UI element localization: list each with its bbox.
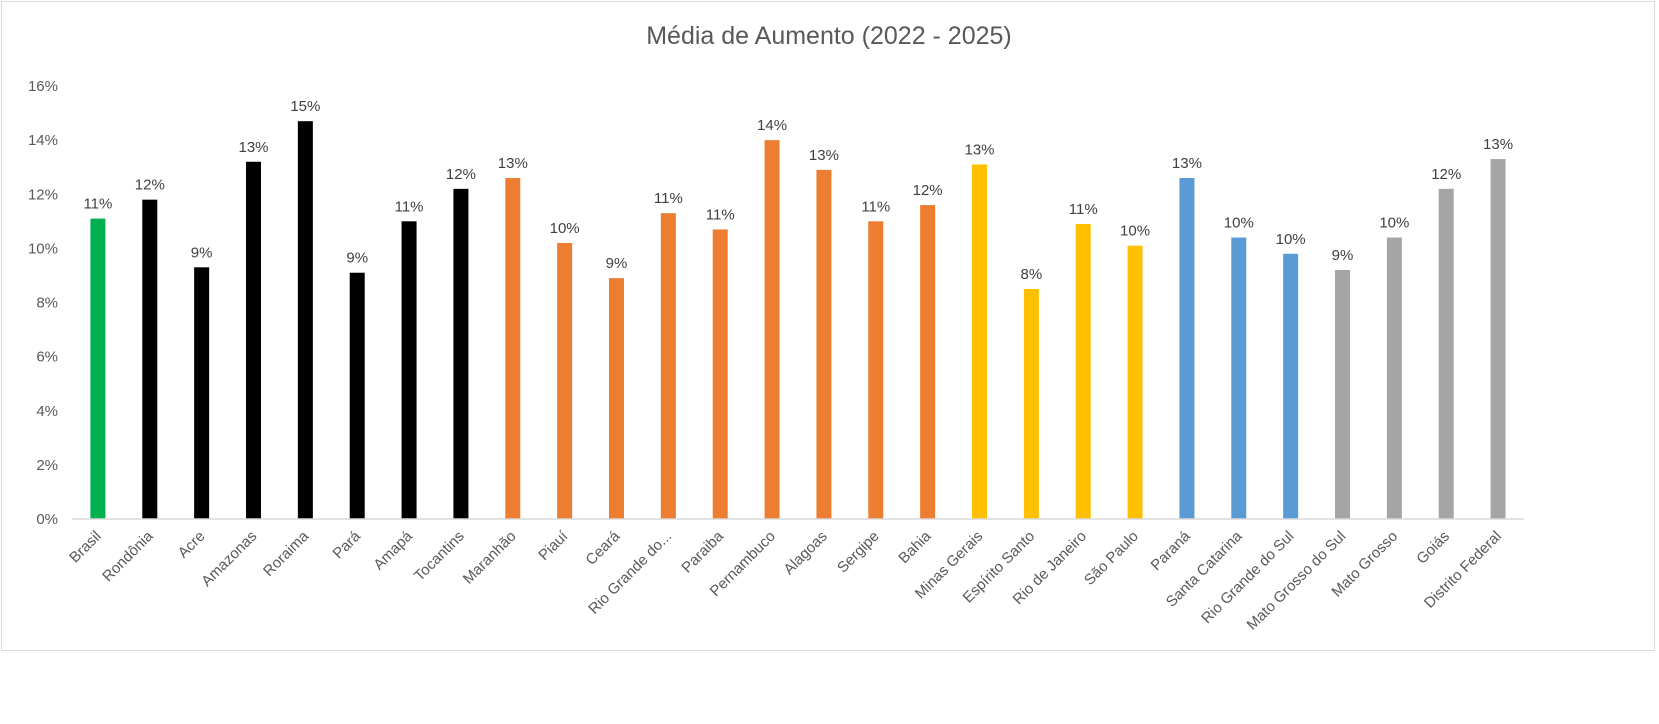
bar bbox=[505, 178, 521, 519]
category-label: Amapá bbox=[370, 527, 416, 573]
bar bbox=[660, 213, 676, 519]
data-label: 12% bbox=[135, 177, 165, 194]
category-label: Alagoas bbox=[780, 528, 830, 578]
chart-frame: Média de Aumento (2022 - 2025) 0% 2% 4% 6% 8… bbox=[1, 1, 1655, 651]
bar bbox=[1490, 159, 1506, 519]
data-label: 12% bbox=[446, 166, 476, 183]
chart-title: Média de Aumento (2022 - 2025) bbox=[646, 22, 1012, 50]
bar bbox=[453, 188, 469, 519]
category-label: Amazonas bbox=[198, 528, 260, 590]
bar bbox=[1023, 288, 1039, 519]
category-label: Rio Grande do Sul bbox=[1198, 528, 1297, 627]
data-label: 11% bbox=[83, 196, 112, 213]
data-label: 15% bbox=[290, 98, 320, 115]
data-label: 8% bbox=[1021, 266, 1043, 283]
category-label: Roraima bbox=[260, 527, 313, 580]
bar bbox=[1127, 245, 1143, 519]
category-label: São Paulo bbox=[1081, 528, 1142, 589]
data-label: 10% bbox=[550, 220, 580, 237]
bar-chart: Média de Aumento (2022 - 2025) 0% 2% 4% 6% 8… bbox=[28, 22, 1524, 634]
bar bbox=[1075, 224, 1091, 520]
y-tick-label: 16% bbox=[28, 78, 58, 95]
data-label: 14% bbox=[757, 117, 787, 134]
data-label: 13% bbox=[1483, 136, 1513, 153]
bar bbox=[90, 218, 106, 519]
y-tick-label: 6% bbox=[36, 349, 58, 366]
category-label: Ceará bbox=[582, 527, 623, 568]
y-tick-label: 0% bbox=[36, 511, 58, 528]
bar bbox=[1179, 178, 1195, 519]
data-label: 10% bbox=[1224, 215, 1254, 232]
data-label: 13% bbox=[964, 141, 994, 158]
data-label: 12% bbox=[1431, 166, 1461, 183]
bar bbox=[764, 140, 780, 519]
bar bbox=[816, 169, 832, 520]
y-tick-label: 12% bbox=[28, 186, 58, 203]
category-label: Pará bbox=[330, 527, 365, 562]
category-label: Piauí bbox=[535, 527, 572, 564]
data-label: 13% bbox=[238, 139, 268, 156]
category-label: Rondônia bbox=[99, 527, 157, 585]
y-tick-label: 2% bbox=[36, 457, 58, 474]
category-label: Acre bbox=[175, 528, 209, 562]
bar bbox=[1231, 237, 1247, 520]
bar bbox=[246, 161, 261, 519]
bar bbox=[920, 205, 936, 519]
category-label: Sergipe bbox=[834, 528, 883, 577]
data-label: 10% bbox=[1379, 215, 1409, 232]
y-tick-label: 10% bbox=[28, 240, 58, 257]
data-label: 11% bbox=[1069, 201, 1098, 218]
category-label: Goiás bbox=[1413, 528, 1453, 568]
bar bbox=[1438, 188, 1454, 519]
bar bbox=[142, 199, 158, 519]
bar bbox=[297, 121, 313, 520]
bar bbox=[557, 242, 573, 519]
data-label: 11% bbox=[861, 198, 890, 215]
data-label: 13% bbox=[1172, 155, 1202, 172]
category-label: Mato Grosso do Sul bbox=[1244, 528, 1350, 634]
bar bbox=[1335, 270, 1350, 519]
bar bbox=[401, 221, 417, 519]
bar bbox=[1283, 253, 1299, 519]
data-labels: 11% 12% 9% 13% 15% 9% 11% 12% 13% 10% 9% 11% 11% 14% 1… bbox=[83, 98, 1513, 283]
y-tick-label: 4% bbox=[36, 403, 58, 420]
data-label: 9% bbox=[191, 244, 213, 261]
data-label: 10% bbox=[1276, 231, 1306, 248]
bar bbox=[194, 267, 210, 519]
bar bbox=[1386, 237, 1402, 520]
y-axis: 0% 2% 4% 6% 8% 10% 12% 14% 16% bbox=[28, 78, 58, 528]
category-label: Brasil bbox=[66, 528, 105, 567]
data-label: 13% bbox=[809, 147, 839, 164]
data-label: 9% bbox=[606, 255, 628, 272]
data-label: 11% bbox=[706, 206, 735, 223]
bar bbox=[868, 221, 884, 519]
data-label: 13% bbox=[498, 155, 528, 172]
y-tick-label: 14% bbox=[28, 132, 58, 149]
data-label: 11% bbox=[654, 190, 683, 207]
data-label: 11% bbox=[395, 198, 424, 215]
category-label: Bahia bbox=[895, 527, 935, 567]
bars bbox=[90, 121, 1506, 520]
category-label: Maranhão bbox=[460, 528, 520, 588]
y-tick-label: 8% bbox=[36, 295, 58, 312]
bar bbox=[349, 272, 365, 519]
data-label: 12% bbox=[913, 182, 943, 199]
data-label: 10% bbox=[1120, 223, 1150, 240]
category-label: Paraná bbox=[1148, 527, 1195, 574]
bar bbox=[972, 164, 987, 519]
bar bbox=[609, 278, 624, 519]
bar bbox=[712, 229, 728, 519]
category-label: Paraiba bbox=[678, 527, 727, 576]
data-label: 9% bbox=[346, 250, 368, 267]
data-label: 9% bbox=[1332, 247, 1354, 264]
